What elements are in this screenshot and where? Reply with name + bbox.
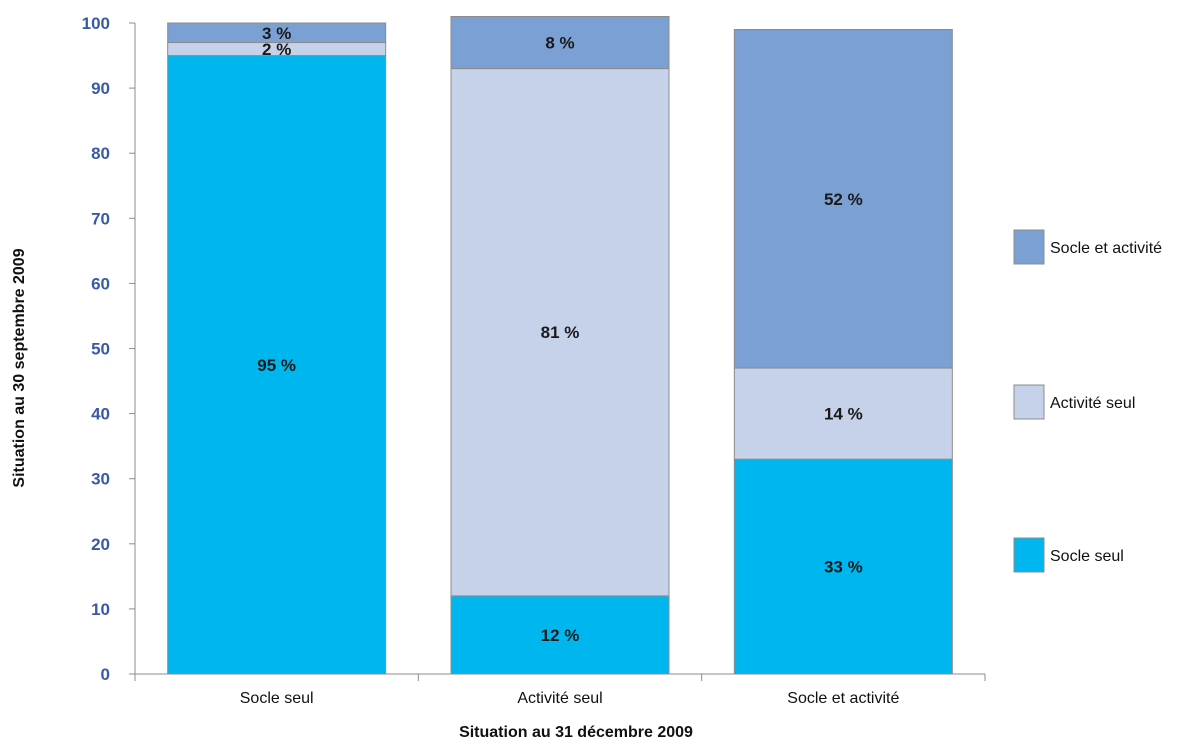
y-tick-label-60: 60 [91, 274, 110, 293]
legend-label-socle-seul: Socle seul [1050, 548, 1124, 565]
x-tick-label-socle-et-activite: Socle et activité [787, 690, 899, 707]
y-tick-label-30: 30 [91, 470, 110, 489]
y-tick-label-40: 40 [91, 405, 110, 424]
data-label-activite-seul-socle-seul: 12 % [541, 626, 580, 645]
labels-layer: 95 % 2 %3 % 12 % 81 % 8 % 33 % 14 % 52 % [257, 24, 862, 645]
bar-segment-activite-seul-socle-et-activite [450, 15, 670, 70]
data-label-socle-seul-socle-et-activite: 3 % [262, 24, 291, 43]
y-tick-label-10: 10 [91, 600, 110, 619]
bar-segment-socle-seul-socle-seul [167, 55, 387, 675]
y-tick-label-100: 100 [82, 14, 110, 33]
bar-segment-activite-seul-socle-seul [450, 595, 670, 675]
bar-segment-socle-et-activite-activite-seul [733, 367, 953, 460]
legend-swatch-activite-seul [1013, 384, 1045, 420]
legend-swatch-socle-seul [1013, 537, 1045, 573]
data-label-socle-et-activite-socle-seul: 33 % [824, 558, 863, 577]
data-label-activite-seul-activite-seul: 81 % [541, 323, 580, 342]
bar-segment-activite-seul-activite-seul [450, 68, 670, 597]
y-tick-label-50: 50 [91, 340, 110, 359]
y-tick-label-20: 20 [91, 535, 110, 554]
y-axis-title: Situation au 30 septembre 2009 [11, 248, 28, 487]
y-tick-label-0: 0 [101, 665, 110, 684]
bar-segment-socle-seul-socle-et-activite [167, 22, 387, 44]
legend-label-activite-seul: Activité seul [1050, 395, 1135, 412]
legend: Socle et activité Activité seul Socle seul [1013, 229, 1162, 573]
y-tick-label-70: 70 [91, 209, 110, 228]
data-label-activite-seul-socle-et-activite: 8 % [545, 34, 574, 53]
data-label-socle-et-activite-activite-seul: 14 % [824, 405, 863, 424]
data-label-socle-seul-activite-seul: 2 % [262, 40, 291, 59]
bar-segment-socle-et-activite-socle-seul [733, 458, 953, 675]
data-label-socle-seul-socle-seul: 95 % [257, 356, 296, 375]
legend-swatch-socle-et-activite [1013, 229, 1045, 265]
x-tick-label-activite-seul: Activité seul [517, 690, 602, 707]
bar-segment-socle-et-activite-socle-et-activite [733, 29, 953, 369]
x-axis-title: Situation au 31 décembre 2009 [459, 724, 693, 741]
y-tick-label-90: 90 [91, 79, 110, 98]
data-label-socle-et-activite-socle-et-activite: 52 % [824, 190, 863, 209]
x-tick-label-socle-seul: Socle seul [240, 690, 314, 707]
axis-layer: Socle seul Activité seul Socle et activité… [82, 14, 986, 707]
y-tick-label-80: 80 [91, 144, 110, 163]
bars-layer [167, 15, 953, 675]
legend-label-socle-et-activite: Socle et activité [1050, 240, 1162, 257]
